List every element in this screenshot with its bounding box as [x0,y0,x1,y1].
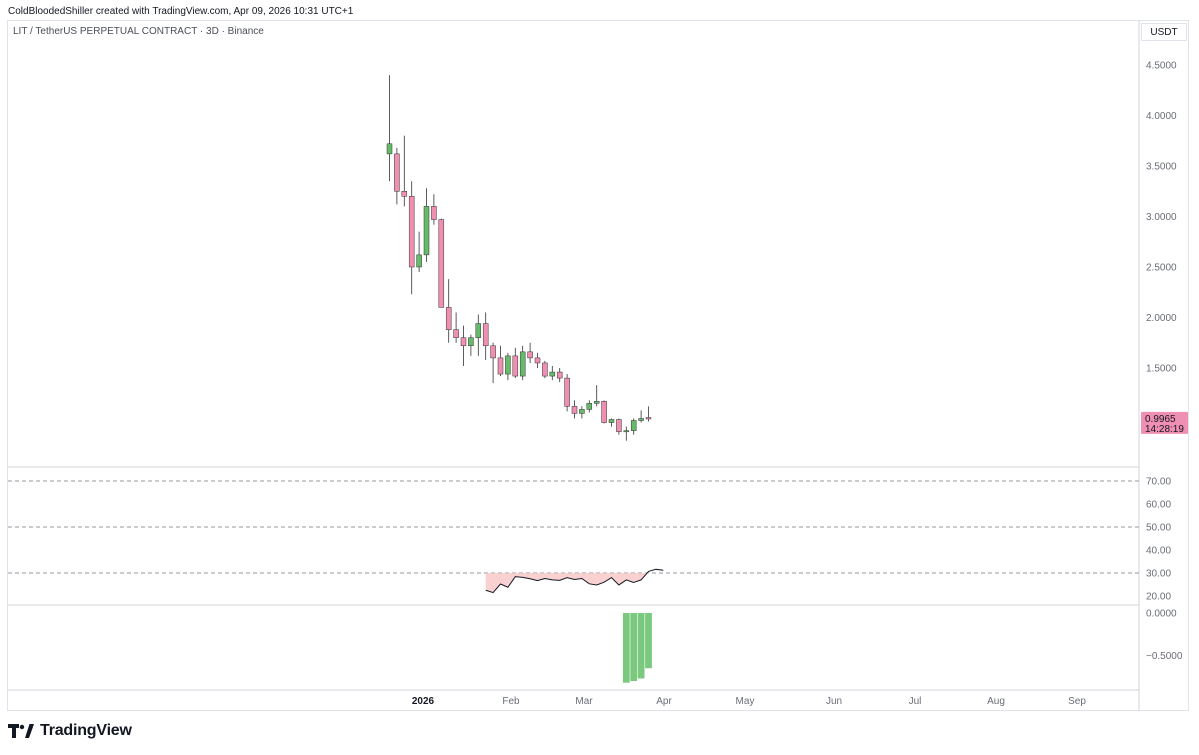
candle-body [490,345,496,359]
rsi-line [485,568,664,594]
candle-body [445,307,452,330]
candle-body [542,362,548,377]
time-tick-label: May [736,696,755,707]
candle-body [586,403,593,410]
candle-body [394,153,400,192]
candle-body [438,219,445,308]
candle-body [505,355,511,375]
price-tick-label: 3.5000 [1146,162,1177,173]
last-price-tag [1141,411,1188,434]
rsi-tick-label: 20.00 [1146,592,1171,603]
price-tick-label: 1.5000 [1146,364,1177,375]
candle-body [645,417,652,420]
symbol-title[interactable]: LIT / TetherUS PERPETUAL CONTRACT · 3D ·… [13,26,264,37]
candle-body [453,329,459,338]
candle-body [416,254,422,268]
rsi-tick-label: 70.00 [1146,477,1171,488]
tradingview-logo-icon [8,724,34,738]
candle-body [527,351,533,359]
candle-body [534,357,541,364]
time-tick-label: Jul [909,696,922,707]
candle-body [616,419,622,432]
candle-body [519,351,526,377]
candle-body [423,206,430,256]
brand: TradingView [8,722,132,740]
candle-body [475,323,482,338]
rsi-tick-label: 50.00 [1146,523,1171,534]
candle-body [638,418,644,421]
price-tick-label: 4.0000 [1146,111,1177,122]
candle-body [571,406,578,414]
time-tick-label: Jun [826,696,842,707]
time-tick-label: Aug [987,696,1005,707]
last-price-label: 0.9965 [1145,414,1176,425]
rsi-tick-label: 40.00 [1146,546,1171,557]
currency-unit-button[interactable]: USDT [1141,23,1187,41]
histogram-bar [637,613,645,679]
chart-frame [7,20,1189,711]
histogram-tick-label: −0.5000 [1146,651,1183,662]
histogram-tick-label: 0.0000 [1146,609,1177,620]
time-tick-label: Mar [575,696,593,707]
rsi-oversold-fill [485,573,664,593]
price-tick-label: 4.5000 [1146,61,1177,72]
price-tick-label: 3.0000 [1146,212,1177,223]
candle-body [460,337,467,347]
candle-body [468,337,474,347]
candle-body [512,355,519,377]
time-tick-label: Apr [656,696,672,707]
time-tick-label: Sep [1068,696,1086,707]
candle-body [564,377,570,407]
candle-body [431,206,437,220]
rsi-tick-label: 60.00 [1146,500,1171,511]
candle-body [386,143,393,155]
candle-body [401,191,408,197]
rsi-tick-label: 30.00 [1146,569,1171,580]
histogram-bar [630,613,638,681]
candle-body [579,409,585,414]
time-tick-label: Feb [502,696,520,707]
candle-body [630,420,637,431]
price-tick-label: 2.0000 [1146,313,1177,324]
time-tick-label: 2026 [412,696,435,707]
bar-countdown-label: 14:28:19 [1145,424,1184,435]
candle-body [608,419,615,423]
chart-caption: ColdBloodedShiller created with TradingV… [8,6,354,17]
price-tick-label: 2.5000 [1146,263,1177,274]
candle-body [408,196,415,268]
candle-body [497,357,504,375]
histogram-bar [645,613,652,669]
candle-body [601,401,607,423]
candle-body [482,323,489,347]
candle-body [593,401,600,404]
brand-name: TradingView [40,722,132,739]
candle-body [556,371,563,379]
candle-body [549,371,556,377]
candle-body [623,430,630,433]
histogram-bar [622,613,630,683]
